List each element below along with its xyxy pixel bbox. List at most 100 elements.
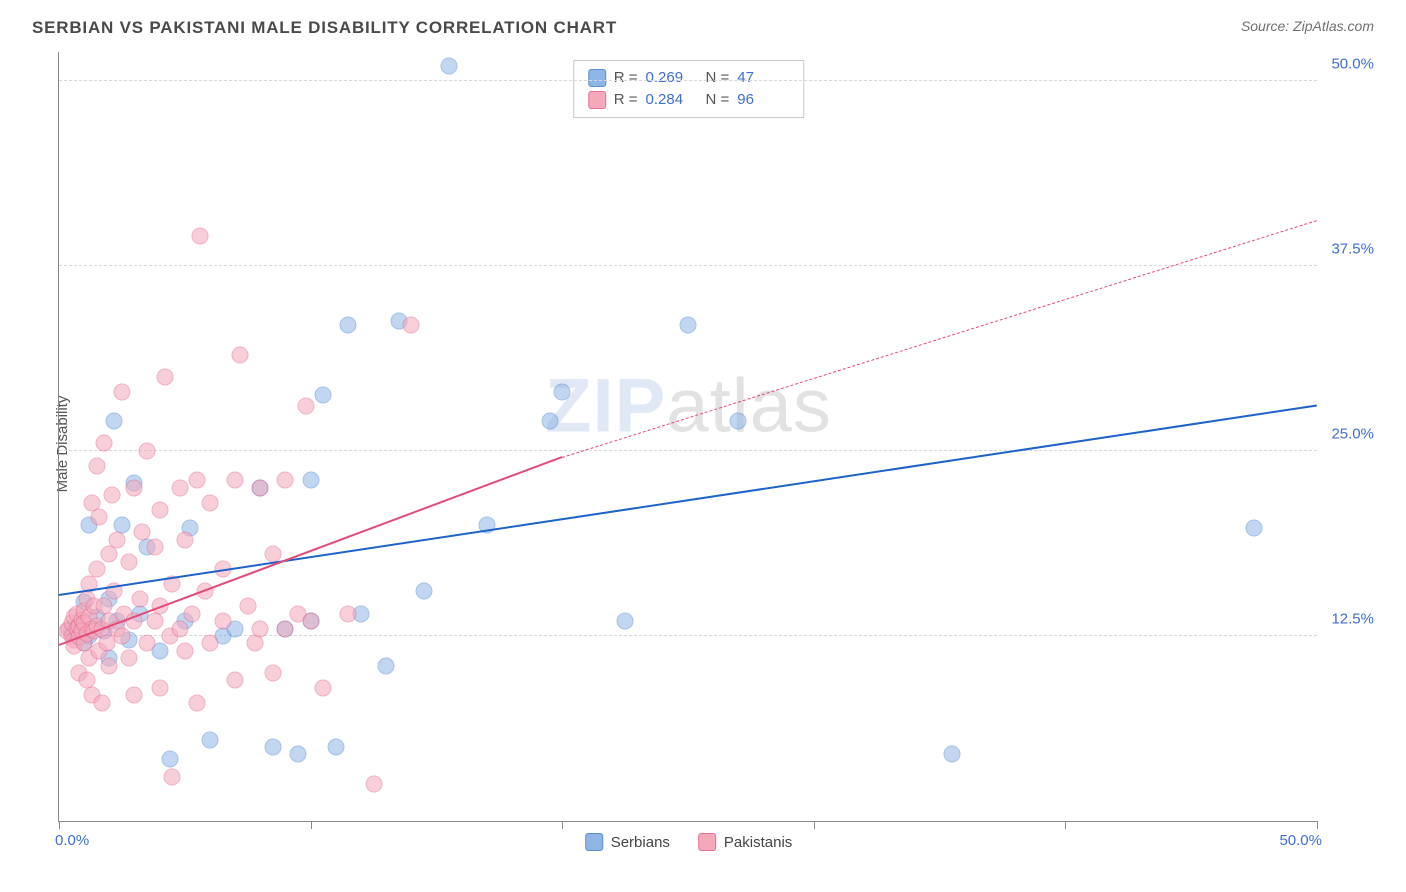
chart-title: SERBIAN VS PAKISTANI MALE DISABILITY COR… (32, 18, 617, 38)
y-tick-label: 50.0% (1331, 55, 1374, 72)
legend-swatch (588, 69, 606, 87)
data-point (101, 657, 118, 674)
data-point (327, 738, 344, 755)
stat-key: R = (614, 67, 638, 89)
data-point (96, 435, 113, 452)
plot-area: ZIPatlas R =0.269N =47R =0.284N =96 0.0%… (58, 52, 1318, 822)
data-point (121, 650, 138, 667)
data-point (252, 620, 269, 637)
data-point (340, 316, 357, 333)
data-point (161, 750, 178, 767)
data-point (378, 657, 395, 674)
watermark: ZIPatlas (545, 362, 832, 449)
data-point (156, 368, 173, 385)
data-point (201, 494, 218, 511)
y-tick-label: 25.0% (1331, 425, 1374, 442)
data-point (146, 539, 163, 556)
data-point (126, 687, 143, 704)
gridline (59, 635, 1317, 636)
data-point (730, 413, 747, 430)
x-tick (1317, 821, 1318, 829)
x-tick (311, 821, 312, 829)
stats-row: R = 0.284 N = 96 (588, 89, 790, 111)
data-point (201, 731, 218, 748)
data-point (113, 627, 130, 644)
data-point (415, 583, 432, 600)
gridline (59, 80, 1317, 81)
data-point (1246, 519, 1263, 536)
x-tick (1065, 821, 1066, 829)
x-axis-min-label: 0.0% (55, 832, 89, 849)
stat-key: R = (614, 89, 638, 111)
chart-container: Male Disability ZIPatlas R =0.269N =47R … (58, 52, 1364, 836)
data-point (93, 694, 110, 711)
data-point (232, 346, 249, 363)
data-point (171, 479, 188, 496)
data-point (134, 524, 151, 541)
data-point (164, 768, 181, 785)
x-tick (814, 821, 815, 829)
data-point (131, 590, 148, 607)
data-point (403, 316, 420, 333)
y-tick-label: 12.5% (1331, 610, 1374, 627)
data-point (277, 472, 294, 489)
data-point (340, 605, 357, 622)
data-point (176, 531, 193, 548)
legend-swatch (585, 833, 603, 851)
legend-label: Serbians (611, 834, 670, 851)
data-point (315, 679, 332, 696)
data-point (264, 664, 281, 681)
x-tick (562, 821, 563, 829)
data-point (189, 694, 206, 711)
data-point (554, 383, 571, 400)
stat-r-value: 0.269 (646, 67, 698, 89)
legend-item: Pakistanis (698, 833, 792, 851)
data-point (302, 613, 319, 630)
data-point (201, 635, 218, 652)
stats-row: R =0.269N =47 (588, 67, 790, 89)
data-point (146, 613, 163, 630)
data-point (541, 413, 558, 430)
stat-r-value: 0.284 (646, 89, 698, 111)
data-point (121, 553, 138, 570)
data-point (176, 642, 193, 659)
data-point (139, 442, 156, 459)
data-point (944, 746, 961, 763)
data-point (126, 479, 143, 496)
data-point (139, 635, 156, 652)
data-point (440, 57, 457, 74)
stat-key: N = (706, 67, 730, 89)
data-point (108, 531, 125, 548)
gridline (59, 265, 1317, 266)
data-point (214, 613, 231, 630)
x-tick (59, 821, 60, 829)
data-point (227, 472, 244, 489)
gridline (59, 450, 1317, 451)
data-point (184, 605, 201, 622)
data-point (88, 457, 105, 474)
data-point (191, 228, 208, 245)
data-point (91, 509, 108, 526)
data-point (252, 479, 269, 496)
data-point (171, 620, 188, 637)
data-point (113, 383, 130, 400)
x-axis-max-label: 50.0% (1279, 832, 1322, 849)
data-point (680, 316, 697, 333)
legend-label: Pakistanis (724, 834, 792, 851)
data-point (151, 502, 168, 519)
data-point (277, 620, 294, 637)
stat-n-value: 96 (737, 89, 789, 111)
stat-key: N = (706, 89, 730, 111)
trend-line (59, 404, 1317, 596)
stats-legend: R =0.269N =47R =0.284N =96 (573, 60, 805, 118)
data-point (365, 775, 382, 792)
data-point (101, 546, 118, 563)
data-point (315, 386, 332, 403)
data-point (227, 672, 244, 689)
data-point (302, 472, 319, 489)
data-point (151, 679, 168, 696)
data-point (88, 561, 105, 578)
series-legend: Serbians Pakistanis (585, 833, 793, 851)
legend-item: Serbians (585, 833, 670, 851)
legend-swatch (698, 833, 716, 851)
